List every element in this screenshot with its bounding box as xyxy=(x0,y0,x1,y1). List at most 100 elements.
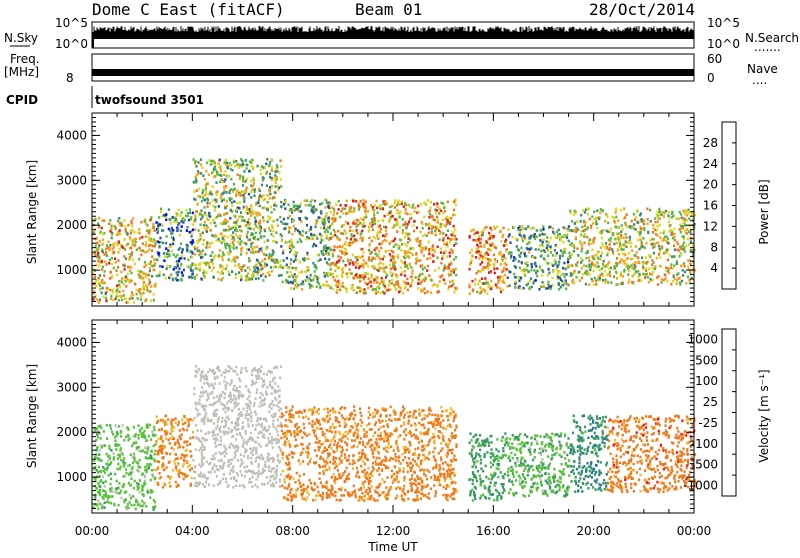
data-cell xyxy=(267,209,269,212)
data-cell xyxy=(339,245,341,248)
data-cell xyxy=(325,215,327,218)
data-cell xyxy=(110,297,112,300)
data-cell xyxy=(428,227,430,230)
data-cell xyxy=(101,243,103,246)
data-cell xyxy=(394,206,396,209)
data-cell xyxy=(648,254,650,257)
data-cell xyxy=(500,230,502,233)
data-cell xyxy=(407,241,409,244)
data-cell xyxy=(413,230,415,233)
data-cell xyxy=(683,262,685,265)
data-cell xyxy=(668,211,670,214)
data-cell xyxy=(308,237,310,240)
data-cell xyxy=(204,178,206,181)
data-cell xyxy=(640,218,642,221)
data-cell xyxy=(235,160,237,163)
data-cell xyxy=(153,293,155,296)
data-cell xyxy=(101,292,103,295)
data-cell xyxy=(597,265,599,268)
data-cell xyxy=(152,245,154,248)
data-cell xyxy=(395,283,397,286)
data-cell xyxy=(509,233,511,236)
data-cell xyxy=(398,291,400,294)
data-cell xyxy=(264,262,266,265)
nave-dots: .... xyxy=(752,73,767,87)
data-cell xyxy=(574,270,576,273)
data-cell xyxy=(302,283,304,286)
data-cell xyxy=(239,178,241,181)
data-cell xyxy=(234,188,236,191)
data-cell xyxy=(192,223,194,226)
data-cell xyxy=(653,243,655,246)
data-cell xyxy=(574,222,576,225)
data-cell xyxy=(643,220,645,223)
data-cell xyxy=(129,298,131,301)
data-cell xyxy=(282,252,284,255)
data-cell xyxy=(224,243,226,246)
data-cell xyxy=(342,271,344,274)
data-cell xyxy=(250,245,252,248)
data-cell xyxy=(488,232,490,235)
data-cell xyxy=(195,267,197,270)
data-cell xyxy=(179,247,181,250)
data-cell xyxy=(580,230,582,233)
data-cell xyxy=(377,291,379,294)
data-cell xyxy=(452,280,454,283)
data-cell xyxy=(103,282,105,285)
data-cell xyxy=(558,229,560,232)
data-cell xyxy=(451,285,453,288)
data-cell xyxy=(601,231,603,234)
data-cell xyxy=(674,239,676,242)
data-cell xyxy=(127,266,129,269)
data-cell xyxy=(152,227,154,230)
data-cell xyxy=(573,229,575,232)
data-cell xyxy=(271,224,273,227)
data-cell xyxy=(333,249,335,252)
data-cell xyxy=(168,208,170,211)
data-cell xyxy=(550,237,552,240)
data-cell xyxy=(628,266,630,269)
data-cell xyxy=(677,272,679,275)
data-cell xyxy=(646,208,648,211)
data-cell xyxy=(131,225,133,228)
data-cell xyxy=(266,184,268,187)
beam-label: Beam 01 xyxy=(355,0,422,19)
data-cell xyxy=(600,255,602,258)
data-cell xyxy=(137,231,139,234)
data-cell xyxy=(141,236,143,239)
data-cell xyxy=(455,256,457,259)
data-cell xyxy=(355,222,357,225)
data-cell xyxy=(223,268,225,271)
data-cell xyxy=(453,238,455,241)
data-cell xyxy=(160,241,162,244)
data-cell xyxy=(650,220,652,223)
data-cell xyxy=(221,178,223,181)
data-cell xyxy=(233,256,235,259)
data-cell xyxy=(538,248,540,251)
data-cell xyxy=(592,270,594,273)
data-cell xyxy=(220,196,222,199)
data-cell xyxy=(347,258,349,261)
data-cell xyxy=(546,247,548,250)
data-cell xyxy=(262,216,264,219)
data-cell xyxy=(404,257,406,260)
data-cell xyxy=(526,261,528,264)
data-cell xyxy=(193,190,195,193)
data-cell xyxy=(391,282,393,285)
data-cell xyxy=(617,236,619,239)
data-cell xyxy=(571,242,573,245)
data-cell xyxy=(123,298,125,301)
data-cell xyxy=(210,222,212,225)
data-cell xyxy=(404,243,406,246)
data-cell xyxy=(491,235,493,238)
data-cell xyxy=(341,251,343,254)
data-cell xyxy=(237,241,239,244)
data-cell xyxy=(286,271,288,274)
data-cell xyxy=(565,273,567,276)
data-cell xyxy=(360,217,362,220)
data-cell xyxy=(193,246,195,249)
data-cell xyxy=(151,255,153,258)
data-cell xyxy=(258,277,260,280)
data-cell xyxy=(656,257,658,260)
data-cell xyxy=(635,216,637,219)
